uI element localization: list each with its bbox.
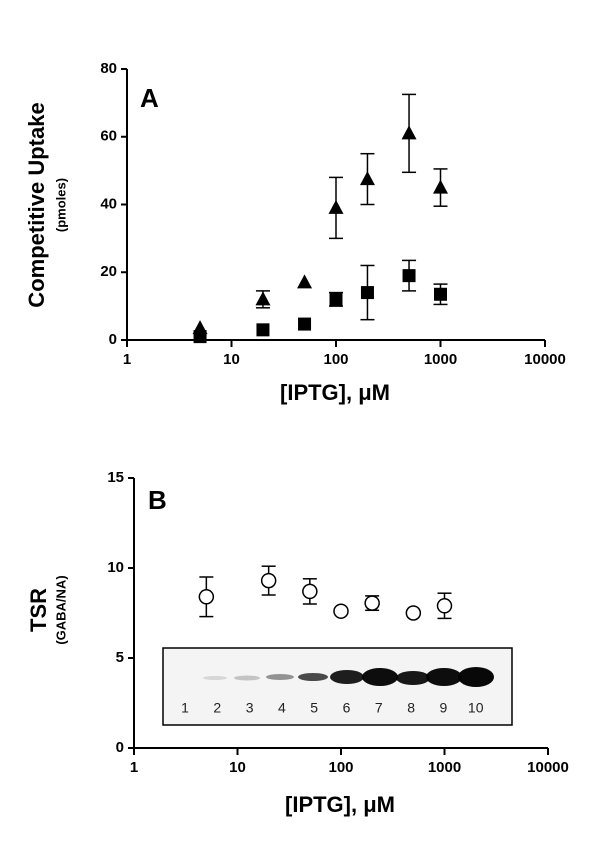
point [401, 125, 417, 140]
y-tick-label: 10 [107, 559, 124, 576]
point [433, 179, 448, 194]
y-axis-sublabel: (GABA/NA) [53, 575, 68, 644]
x-tick-label: 1 [123, 351, 131, 368]
band [298, 673, 328, 681]
band [234, 675, 260, 681]
band [330, 670, 364, 684]
point [298, 317, 312, 331]
point [436, 598, 453, 614]
x-tick-label: 10 [229, 759, 246, 776]
lane-label: 6 [343, 700, 351, 716]
y-tick-label: 0 [109, 331, 117, 348]
x-axis-label: [IPTG], μM [285, 792, 395, 817]
y-tick-label: 15 [107, 469, 124, 486]
y-tick-label: 40 [100, 195, 117, 212]
point [297, 274, 313, 289]
band [396, 671, 430, 685]
x-tick-label: 100 [328, 759, 353, 776]
y-tick-label: 80 [100, 60, 117, 77]
y-axis-sublabel: (pmoles) [53, 178, 68, 232]
point [198, 589, 215, 605]
point [333, 603, 349, 619]
lane-label: 8 [407, 700, 415, 716]
point [193, 330, 207, 344]
lane-label: 7 [375, 700, 383, 716]
gel-inset [162, 647, 513, 726]
band [203, 676, 227, 680]
point [255, 291, 271, 306]
x-tick-label: 1 [130, 759, 138, 776]
y-axis-label: TSR [26, 588, 51, 632]
band [458, 667, 494, 687]
inset-frame [162, 647, 513, 726]
y-tick-label: 0 [116, 739, 124, 756]
panel-letter: A [140, 83, 159, 113]
band [362, 668, 398, 686]
point [359, 171, 375, 186]
lane-label: 10 [468, 700, 484, 716]
point [329, 292, 343, 306]
x-axis-label: [IPTG], μM [280, 380, 390, 405]
point [360, 286, 374, 300]
point [302, 583, 318, 600]
lane-label: 1 [181, 700, 189, 716]
panel-letter: B [148, 485, 167, 515]
lane-label: 4 [278, 700, 286, 716]
point [256, 323, 270, 337]
lane-label: 3 [246, 700, 254, 716]
x-tick-label: 1000 [428, 759, 461, 776]
y-tick-label: 5 [116, 649, 124, 666]
x-tick-label: 1000 [424, 351, 457, 368]
point [434, 287, 447, 301]
x-tick-label: 10000 [527, 759, 569, 776]
x-tick-label: 10 [223, 351, 240, 368]
y-tick-label: 20 [100, 263, 117, 280]
lane-label: 5 [310, 700, 318, 716]
point [405, 605, 422, 621]
point [328, 199, 344, 214]
y-axis-label: Competitive Uptake [24, 102, 49, 307]
point [260, 572, 277, 589]
x-tick-label: 10000 [524, 351, 566, 368]
band [426, 668, 462, 686]
lane-label: 2 [213, 700, 221, 716]
y-tick-label: 60 [100, 128, 117, 145]
x-tick-label: 100 [323, 351, 348, 368]
point [364, 595, 380, 611]
band [266, 674, 294, 680]
point [402, 269, 416, 283]
lane-label: 9 [440, 700, 448, 716]
